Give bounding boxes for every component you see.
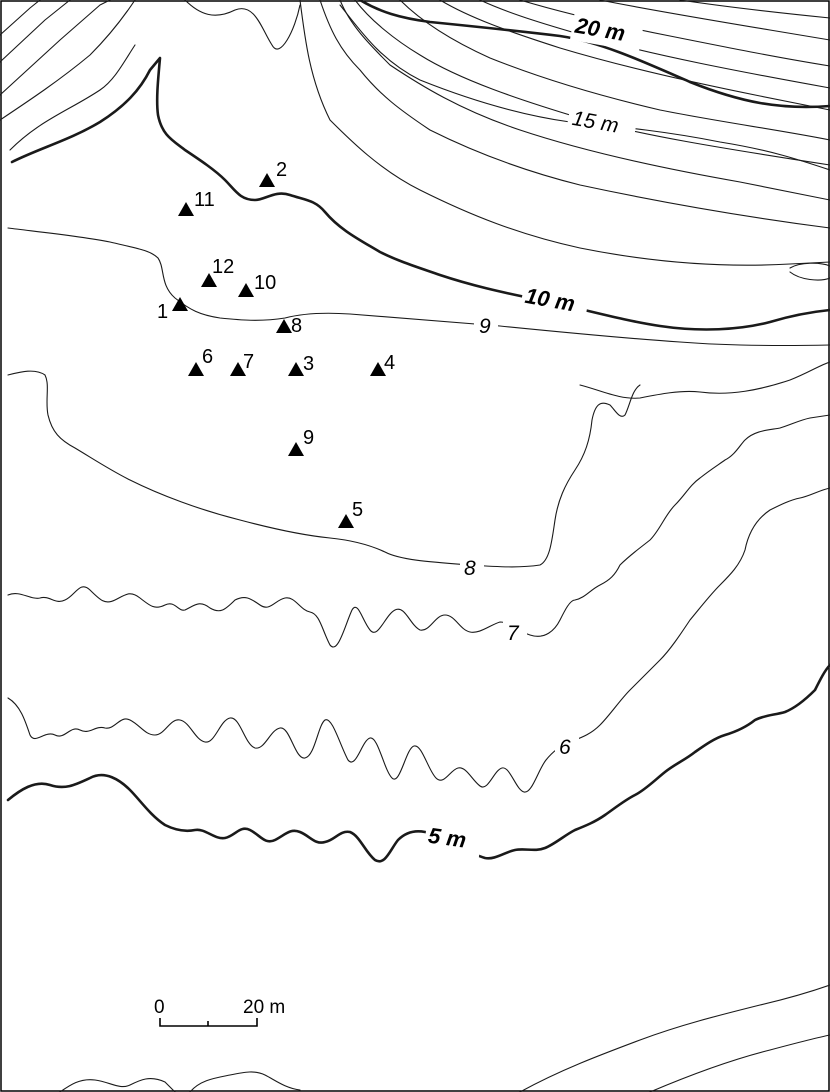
contour-5m: [6, 663, 830, 863]
site-label-10: 10: [254, 272, 276, 294]
site-marker-4: 4: [370, 352, 395, 376]
site-label-7: 7: [243, 351, 254, 373]
site-marker-6: 6: [188, 346, 213, 376]
contours-upper-left: [0, 0, 136, 151]
scale-bar-start-label: 0: [154, 997, 165, 1018]
site-label-6: 6: [202, 346, 213, 368]
site-marker-12: 12: [201, 256, 234, 287]
contour-label-15m: 15 m: [570, 107, 620, 138]
contour-label-5m: 5 m: [427, 823, 468, 853]
site-label-12: 12: [212, 256, 234, 278]
triangle-marker-icon: [172, 297, 188, 311]
contour-label-group: 20 m 15 m 10 m 9 8 7 6 5 m: [423, 10, 645, 858]
triangle-marker-icon: [288, 442, 304, 456]
triangle-marker-icon: [238, 283, 254, 297]
contour-label-8: 8: [464, 557, 476, 580]
site-label-4: 4: [384, 352, 395, 374]
site-marker-3: 3: [288, 353, 314, 376]
triangle-marker-icon: [188, 362, 204, 376]
contour-9: [7, 227, 830, 347]
scale-bar-line: [159, 1018, 258, 1027]
site-marker-2: 2: [259, 159, 287, 187]
site-marker-11: 11: [178, 189, 215, 216]
contours-upper-right: [184, 0, 830, 281]
site-label-3: 3: [303, 353, 314, 375]
site-label-1: 1: [157, 301, 168, 323]
triangle-marker-icon: [276, 319, 292, 333]
scale-bar-end-label: 20 m: [243, 997, 285, 1018]
site-marker-1: 1: [157, 297, 188, 323]
contours-bottom: [59, 984, 830, 1092]
site-label-8: 8: [291, 315, 302, 337]
triangle-marker-icon: [338, 514, 354, 528]
contour-8: [7, 370, 641, 568]
triangle-marker-icon: [201, 273, 217, 287]
site-markers: 1 2 3 4 5 6 7 8: [157, 159, 395, 528]
site-label-5: 5: [352, 499, 363, 521]
contour-label-10m: 10 m: [523, 283, 577, 316]
triangle-marker-icon: [288, 362, 304, 376]
contour-6: [7, 487, 830, 793]
site-marker-8: 8: [276, 315, 302, 337]
contour-7: [7, 414, 830, 648]
site-marker-7: 7: [230, 351, 254, 376]
contour-20m: [358, 0, 830, 109]
triangle-marker-icon: [178, 202, 194, 216]
site-label-9: 9: [303, 427, 314, 449]
site-marker-9: 9: [288, 427, 314, 456]
triangle-marker-icon: [230, 362, 246, 376]
scale-bar: 0 20 m: [154, 997, 285, 1027]
site-marker-10: 10: [238, 272, 276, 297]
site-label-11: 11: [194, 189, 215, 211]
contour-9-lower: [579, 361, 830, 399]
contour-label-9: 9: [479, 315, 491, 338]
triangle-marker-icon: [370, 362, 386, 376]
contour-label-7: 7: [507, 622, 520, 645]
site-label-2: 2: [276, 159, 287, 181]
contour-label-6: 6: [559, 736, 571, 759]
site-marker-5: 5: [338, 499, 363, 528]
triangle-marker-icon: [259, 173, 275, 187]
contour-10m: [10, 56, 830, 331]
